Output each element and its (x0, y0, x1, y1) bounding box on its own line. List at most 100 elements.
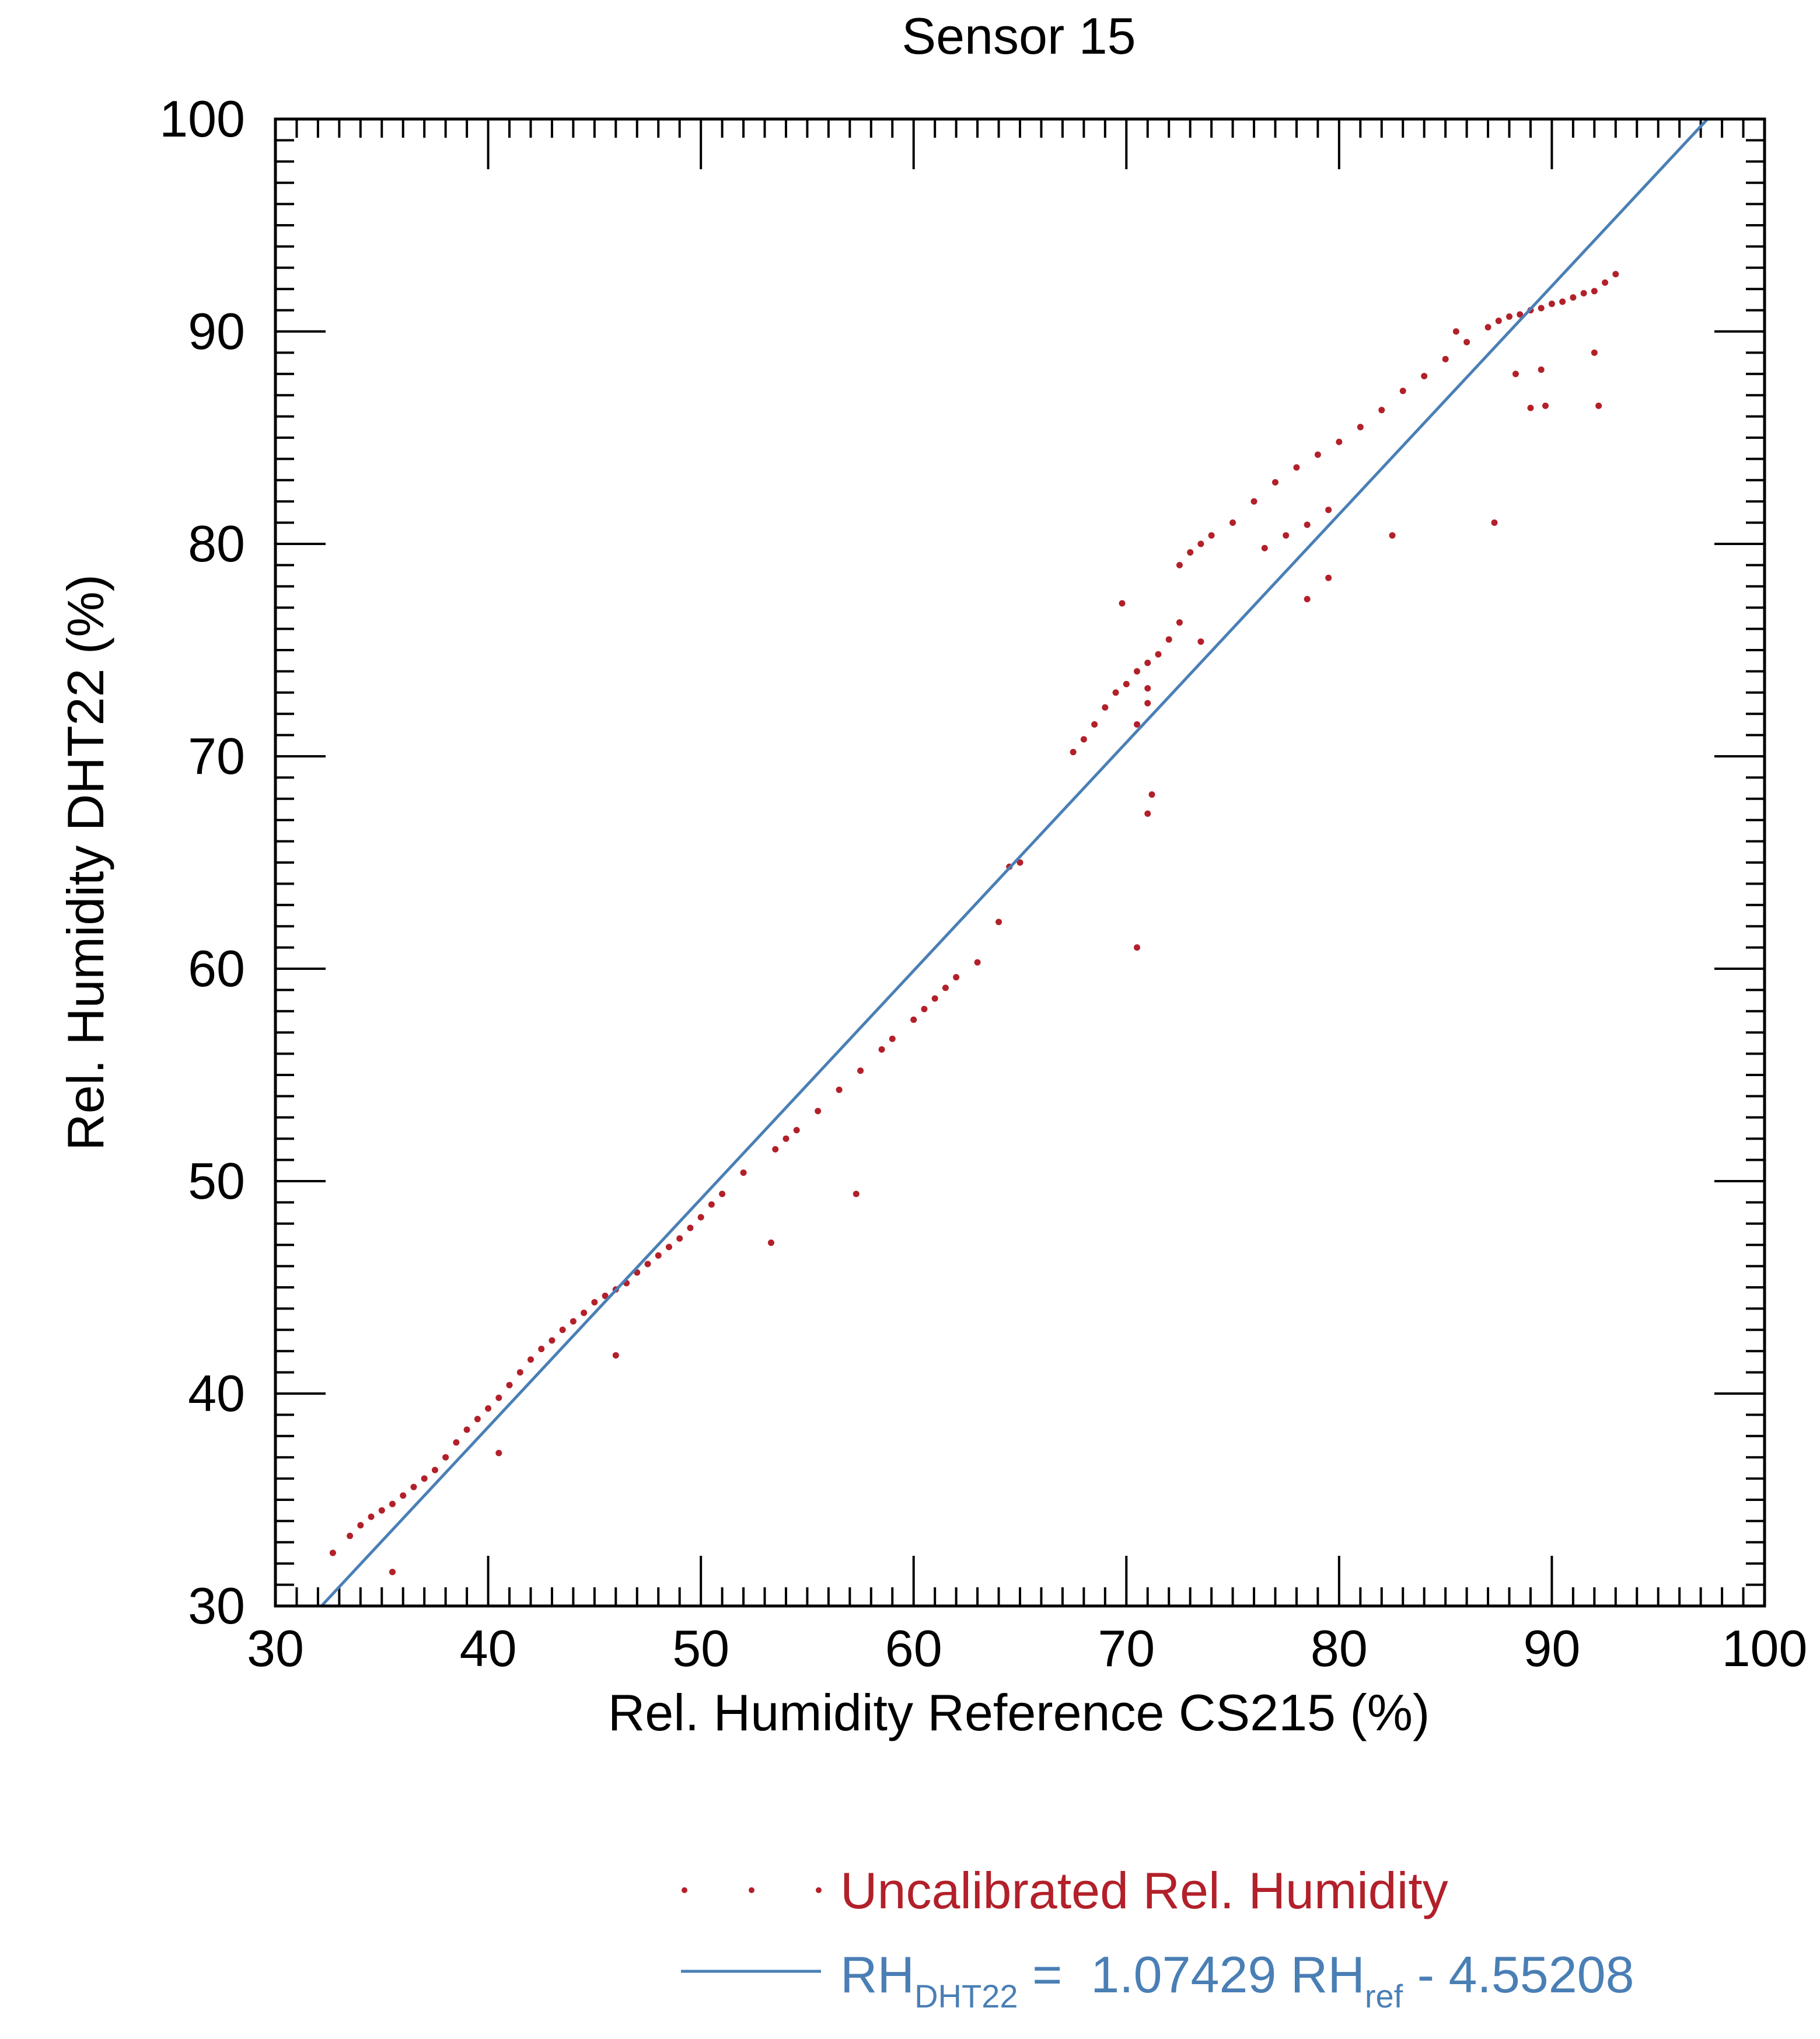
data-point (1176, 619, 1183, 626)
data-point (1357, 424, 1364, 431)
data-point (1293, 464, 1300, 471)
data-point (516, 1369, 523, 1376)
data-point (1134, 668, 1141, 675)
legend-point (682, 1887, 687, 1893)
data-point (644, 1261, 651, 1268)
data-point (740, 1169, 747, 1176)
data-point (357, 1522, 364, 1529)
fit-line (321, 118, 1709, 1607)
y-tick-label: 80 (188, 515, 245, 572)
legend-point (749, 1887, 754, 1893)
data-point (1527, 404, 1534, 411)
data-point (1491, 519, 1498, 526)
data-point (1389, 532, 1396, 539)
data-point (1559, 298, 1566, 305)
data-point (421, 1475, 428, 1482)
data-point (1229, 519, 1236, 526)
data-point (1538, 305, 1545, 312)
data-point (767, 1240, 774, 1247)
data-point (442, 1454, 449, 1461)
data-point (1378, 407, 1385, 414)
tick-labels-layer: 30 40 50 60 70 80 90 100 30 40 50 60 70 80 90 100 (159, 90, 1807, 1677)
data-point (1165, 636, 1172, 643)
legend-points-marker (682, 1887, 822, 1893)
data-point (1538, 366, 1545, 373)
data-point (485, 1405, 492, 1412)
data-point (1112, 689, 1119, 696)
data-point (1399, 387, 1406, 394)
data-point (1197, 638, 1204, 645)
data-point (591, 1298, 598, 1305)
data-point (1134, 944, 1141, 951)
data-point (1187, 549, 1194, 556)
data-point (1304, 521, 1311, 528)
data-point (347, 1532, 354, 1539)
y-tick-label: 60 (188, 940, 245, 997)
data-point (495, 1394, 502, 1401)
x-tick-label: 50 (672, 1619, 729, 1677)
data-point (1517, 311, 1524, 318)
data-point (1208, 532, 1215, 539)
data-point (612, 1352, 619, 1359)
y-axis-label: Rel. Humidity DHT22 (%) (57, 574, 114, 1151)
data-point (1506, 313, 1513, 320)
legend-line-sub1: DHT22 (914, 1978, 1018, 2014)
data-point (453, 1439, 460, 1446)
data-point (1463, 338, 1470, 345)
data-point (506, 1381, 513, 1388)
data-point (853, 1190, 860, 1197)
data-point (687, 1224, 694, 1231)
data-point (665, 1244, 672, 1251)
data-point (581, 1310, 588, 1317)
legend-line-sub2: ref (1365, 1978, 1403, 2014)
y-tick-label: 30 (188, 1577, 245, 1635)
x-tick-label: 60 (885, 1619, 942, 1677)
legend-point (816, 1887, 822, 1893)
data-point (1102, 704, 1109, 711)
data-point (1070, 749, 1077, 756)
x-tick-label: 30 (247, 1619, 304, 1677)
data-point (431, 1467, 438, 1474)
data-point (921, 1005, 928, 1012)
y-tick-label: 40 (188, 1364, 245, 1422)
x-tick-label: 80 (1311, 1619, 1368, 1677)
points-layer (329, 271, 1619, 1576)
data-point (1495, 317, 1502, 324)
data-point (1144, 659, 1151, 666)
data-point (1612, 271, 1619, 278)
data-point (1123, 680, 1130, 687)
data-point (1261, 544, 1268, 551)
x-tick-label: 70 (1098, 1619, 1155, 1677)
data-point (1250, 498, 1257, 505)
data-point (1591, 288, 1598, 295)
data-point (1570, 294, 1577, 301)
data-point (953, 974, 960, 981)
x-axis-label: Rel. Humidity Reference CS215 (%) (608, 1684, 1430, 1741)
data-point (410, 1483, 417, 1490)
data-point (570, 1318, 577, 1325)
data-point (1134, 721, 1141, 728)
data-point (1325, 507, 1332, 514)
data-point (942, 984, 949, 991)
data-point (889, 1035, 896, 1042)
data-point (1091, 721, 1098, 728)
data-point (1421, 372, 1428, 379)
data-point (793, 1127, 800, 1134)
data-point (549, 1337, 556, 1344)
y-tick-label: 90 (188, 302, 245, 360)
data-point (1283, 532, 1290, 539)
data-point (602, 1293, 609, 1300)
data-point (463, 1426, 470, 1433)
data-point (538, 1346, 545, 1353)
data-point (1176, 561, 1183, 568)
data-point (329, 1549, 336, 1556)
line-layer (321, 118, 1709, 1607)
data-point (1271, 479, 1278, 486)
x-tick-label: 40 (460, 1619, 517, 1677)
legend-line-suffix: - 4.55208 (1403, 1946, 1634, 2003)
data-point (719, 1190, 726, 1197)
data-point (1119, 600, 1126, 607)
legend-line-label: RHDHT22 = 1.07429 RHref - 4.55208 (840, 1946, 1634, 2014)
data-point (1452, 328, 1459, 335)
data-point (1580, 289, 1587, 296)
